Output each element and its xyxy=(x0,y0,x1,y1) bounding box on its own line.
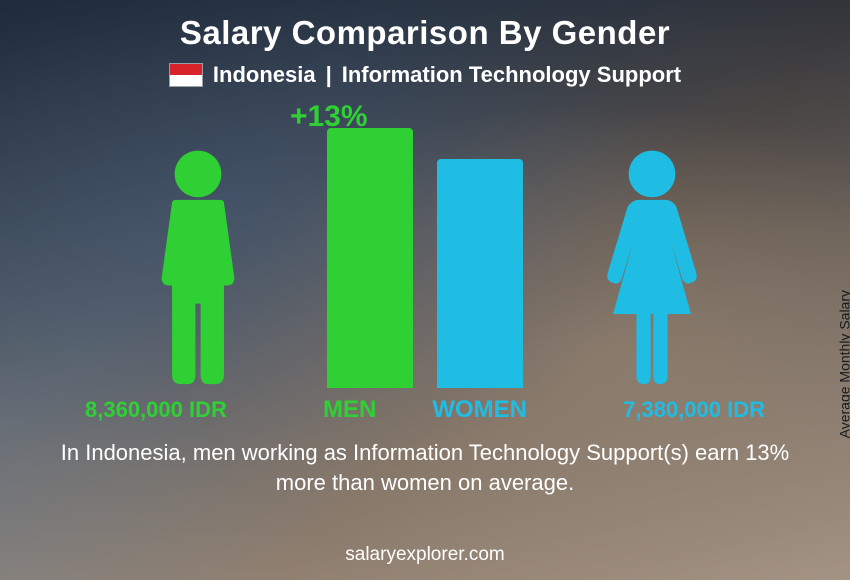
women-salary: 7,380,000 IDR xyxy=(623,397,765,423)
indonesia-flag-icon xyxy=(169,63,203,87)
footer-source: salaryexplorer.com xyxy=(0,544,850,566)
country-name: Indonesia xyxy=(213,62,316,88)
infographic-container: Salary Comparison By Gender Indonesia | … xyxy=(0,0,850,580)
summary-text: In Indonesia, men working as Information… xyxy=(60,438,790,497)
separator: | xyxy=(326,62,332,88)
y-axis-caption: Average Monthly Salary xyxy=(836,290,850,438)
women-label: WOMEN xyxy=(432,396,527,424)
man-icon xyxy=(133,148,263,388)
chart-area: +13% 8,360,000 IDR MEN WOMEN 7,380,000 I… xyxy=(65,100,785,430)
men-salary: 8,360,000 IDR xyxy=(85,397,227,423)
men-bar xyxy=(327,128,413,388)
flag-bottom-stripe xyxy=(170,75,202,86)
labels-row: 8,360,000 IDR MEN WOMEN 7,380,000 IDR xyxy=(65,396,785,424)
role-name: Information Technology Support xyxy=(342,62,681,88)
page-title: Salary Comparison By Gender xyxy=(0,0,850,52)
men-label: MEN xyxy=(323,396,376,424)
flag-top-stripe xyxy=(170,64,202,75)
women-bar xyxy=(437,159,523,388)
woman-icon xyxy=(587,148,717,388)
subtitle-row: Indonesia | Information Technology Suppo… xyxy=(0,62,850,88)
bars-wrap xyxy=(327,128,523,388)
